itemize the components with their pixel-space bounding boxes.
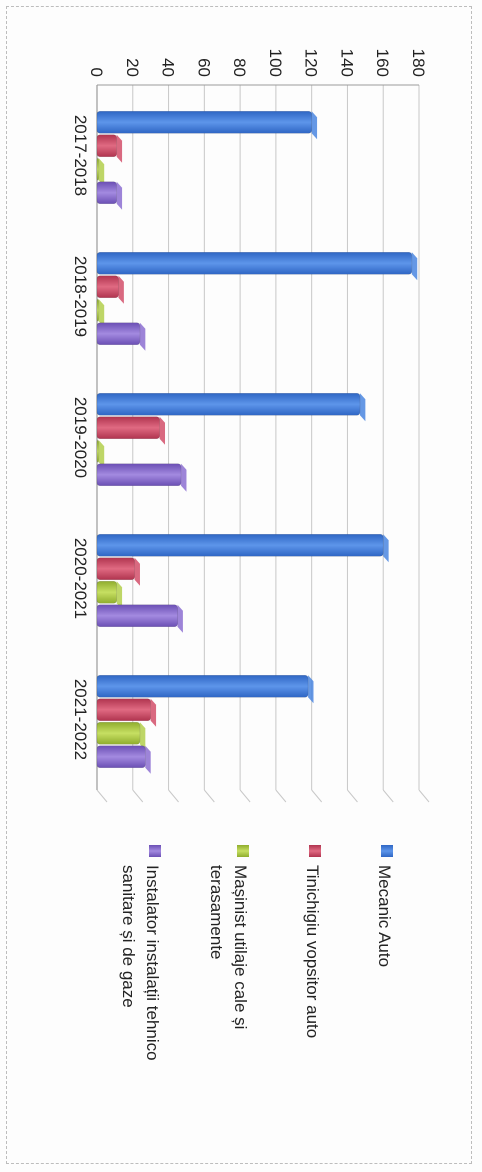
value-axis-tick-label: 60	[194, 58, 213, 77]
value-axis-tick-label: 180	[409, 49, 428, 77]
bar	[96, 298, 100, 322]
value-axis-tick-label: 160	[373, 49, 392, 77]
bar-cap	[150, 698, 157, 727]
category-tick-label: 2017-2018	[71, 115, 90, 196]
bar	[96, 157, 100, 181]
bar	[96, 463, 182, 487]
bar-cap	[359, 393, 366, 422]
value-axis-tick-label: 40	[159, 58, 178, 77]
gridline-depth	[96, 789, 108, 803]
bar-cap	[116, 581, 123, 610]
bar	[96, 251, 413, 275]
bar	[96, 533, 384, 557]
value-axis-tick-label: 120	[302, 49, 321, 77]
value-axis-tick-label: 20	[123, 58, 142, 77]
value-axis-tick-label: 140	[337, 49, 356, 77]
category-tick-label: 2019-2020	[71, 397, 90, 478]
legend-label: Tinichigiu vopsitor auto	[303, 865, 322, 1038]
bar	[96, 439, 100, 463]
bar-cap	[177, 604, 183, 633]
bar	[96, 134, 117, 158]
bar-cap	[134, 557, 140, 586]
legend-label: Instalator instalații tehnico	[143, 865, 162, 1061]
bar-cap	[98, 158, 105, 187]
legend-swatch	[149, 845, 161, 857]
bar	[96, 745, 146, 769]
category-tick-label: 2020-2021	[71, 538, 90, 619]
bar	[96, 322, 141, 346]
bar	[96, 392, 361, 416]
legend-swatch	[309, 845, 321, 857]
bar-cap	[118, 275, 124, 304]
bar	[96, 580, 117, 604]
plot-area: 0 20 40 60 80 100 120 140 160 180 2017-2018 2018-2…	[71, 49, 430, 1061]
gridline-depth	[275, 789, 287, 803]
bar	[96, 275, 119, 299]
bar-cap	[139, 722, 146, 751]
category-tick-label: 2021-2022	[71, 679, 90, 760]
gridline-depth	[239, 789, 251, 803]
bar-cap	[116, 181, 123, 210]
bar-cap	[98, 299, 105, 328]
bar-cap	[308, 675, 314, 704]
gridline-depth	[418, 789, 430, 803]
bar	[96, 181, 117, 205]
bar-cap	[139, 322, 146, 351]
bar-cap	[411, 252, 418, 281]
bar	[96, 416, 160, 440]
bar	[96, 604, 178, 628]
value-axis-tick-label: 80	[230, 58, 249, 77]
legend-label: sanitare și de gaze	[119, 865, 138, 1008]
bar-cap	[145, 745, 151, 774]
gridline-depth	[382, 789, 394, 803]
bar	[96, 698, 151, 722]
bar-cap	[311, 111, 318, 140]
bar	[96, 674, 309, 698]
gridline-depth	[168, 789, 179, 803]
legend-swatch	[237, 845, 249, 857]
bar-cap	[98, 440, 105, 469]
value-axis-tick-label: 100	[266, 49, 285, 77]
bar-cap	[116, 134, 123, 163]
bar	[96, 721, 141, 745]
category-tick-label: 2018-2019	[71, 256, 90, 337]
bar-cap	[181, 463, 187, 492]
legend-label: terasamente	[207, 865, 226, 960]
legend-label: Mașinist utilaje cale și	[231, 865, 250, 1029]
gridline-depth	[311, 789, 323, 803]
bar	[96, 557, 135, 581]
gridline-depth	[347, 789, 358, 803]
gridline-depth	[203, 789, 215, 803]
value-axis-tick-label: 0	[87, 68, 106, 77]
legend-swatch	[381, 845, 393, 857]
bar-cap	[383, 534, 389, 563]
legend-label: Mecanic Auto	[375, 865, 394, 967]
gridline-depth	[132, 789, 144, 803]
bar-cap	[159, 416, 166, 445]
chart-frame	[6, 6, 472, 1164]
bar	[96, 110, 312, 134]
